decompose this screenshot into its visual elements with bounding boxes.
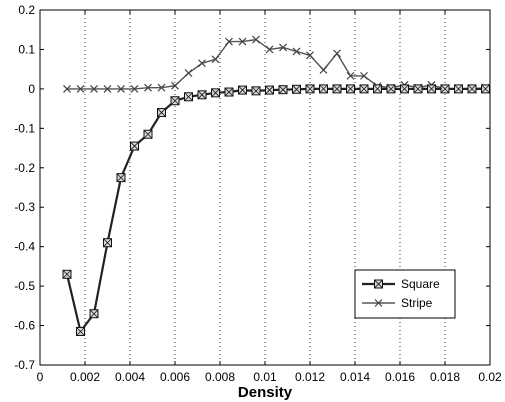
legend: Square Stripe (354, 269, 456, 319)
x-marker (144, 83, 152, 92)
y-tick-label: 0.1 (18, 42, 35, 56)
x-tick-label: 0.016 (385, 370, 415, 384)
x-tick-label: 0.002 (70, 370, 100, 384)
legend-box (354, 269, 456, 319)
square-marker (346, 84, 355, 94)
x-axis-ticks: 0 0.002 0.004 0.006 0.008 0.01 0.012 0.014 0.016… (37, 10, 502, 384)
square-marker (427, 84, 436, 94)
square-marker (116, 173, 126, 183)
y-tick-label: 0.2 (18, 3, 35, 17)
x-tick-label: 0.004 (115, 370, 145, 384)
y-tick-label: -0.4 (14, 240, 35, 254)
square-marker (103, 238, 112, 248)
x-marker (76, 84, 85, 93)
x-marker (90, 84, 98, 93)
square-marker (224, 87, 234, 97)
square-marker (400, 84, 409, 94)
y-tick-label: -0.7 (14, 358, 35, 372)
x-tick-label: 0.014 (340, 370, 370, 384)
x-tick-label: 0.006 (160, 370, 190, 384)
x-marker (238, 37, 247, 46)
x-marker (360, 71, 368, 80)
series-group (62, 35, 490, 336)
legend-item-stripe: Stripe (362, 296, 433, 310)
legend-items: Square Stripe (362, 277, 440, 310)
x-marker (103, 84, 112, 93)
x-axis-title: Density (238, 384, 293, 401)
x-marker (279, 43, 287, 52)
x-marker (198, 59, 206, 68)
x-marker (333, 49, 341, 58)
x-marker (292, 47, 301, 56)
legend-marker (374, 279, 383, 289)
x-tick-label: 0.012 (295, 370, 325, 384)
series-square (62, 84, 490, 336)
x-marker (184, 69, 193, 78)
square-marker (238, 85, 247, 95)
legend-label: Stripe (401, 296, 433, 310)
x-marker (171, 81, 179, 90)
square-marker (481, 84, 490, 94)
x-marker (63, 84, 71, 93)
x-tick-label: 0.02 (478, 370, 502, 384)
legend-label: Square (401, 277, 440, 291)
square-marker (305, 84, 315, 94)
square-marker (373, 84, 382, 94)
square-marker (130, 141, 139, 151)
square-marker (454, 84, 463, 94)
square-marker (278, 85, 288, 95)
y-tick-label: -0.6 (14, 319, 35, 333)
square-marker (143, 129, 153, 139)
x-marker (346, 71, 355, 80)
square-marker (251, 86, 261, 96)
x-marker (252, 35, 260, 44)
x-tick-label: 0.01 (253, 370, 277, 384)
x-marker (306, 51, 314, 60)
square-marker (170, 96, 180, 106)
x-marker (265, 45, 274, 54)
square-marker (386, 84, 396, 94)
y-tick-label: 0 (28, 82, 35, 96)
square-marker (184, 92, 193, 102)
x-tick-label: 0 (37, 370, 44, 384)
x-tick-label: 0.018 (430, 370, 460, 384)
square-marker (76, 326, 85, 336)
square-marker (62, 269, 72, 279)
square-marker (332, 84, 342, 94)
square-marker (211, 88, 220, 98)
square-marker (89, 309, 99, 319)
legend-marker (374, 299, 383, 307)
square-marker (197, 90, 207, 100)
square-marker (157, 108, 166, 118)
x-tick-label: 0.008 (205, 370, 235, 384)
x-marker (157, 83, 166, 92)
legend-item-square: Square (362, 277, 440, 291)
square-marker (359, 84, 369, 94)
x-marker (130, 84, 139, 93)
x-marker (319, 66, 328, 74)
square-marker (413, 84, 423, 94)
x-marker (211, 55, 220, 64)
y-tick-label: -0.1 (14, 121, 35, 135)
square-marker (265, 85, 274, 95)
square-marker (319, 84, 328, 94)
y-tick-label: -0.3 (14, 200, 35, 214)
square-marker (440, 84, 450, 94)
square-marker (292, 84, 301, 94)
x-marker (117, 84, 125, 93)
y-tick-label: -0.2 (14, 161, 35, 175)
y-tick-label: -0.5 (14, 279, 35, 293)
x-marker (225, 37, 233, 46)
square-marker (467, 84, 477, 94)
y-axis-ticks: 0.2 0.1 0 -0.1 -0.2 -0.3 -0.4 -0.5 -0.6 -0.7 (14, 3, 490, 372)
